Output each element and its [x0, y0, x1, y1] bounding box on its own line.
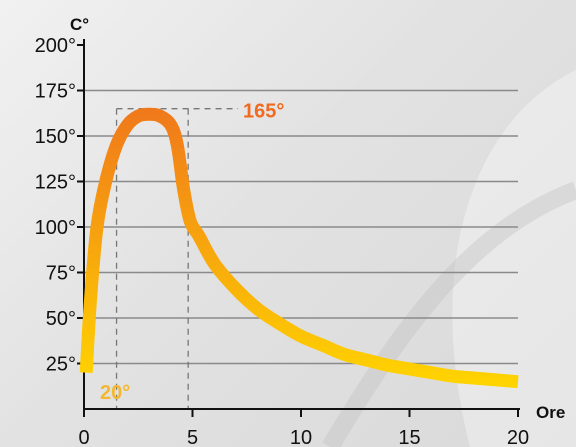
x-tick-label: 0 [78, 427, 89, 447]
y-tick-label: 150° [35, 126, 76, 148]
peak-value-label: 165° [243, 101, 284, 123]
tick-labels: 25° 50° 75° 100° 125° 150° 175° 200° 0 5 10 15 20 [35, 35, 530, 447]
y-tick-label: 100° [35, 217, 76, 239]
x-tick-label: 20 [507, 427, 529, 447]
x-tick-label: 10 [290, 427, 312, 447]
y-tick-label: 200° [35, 35, 76, 57]
series-group [79, 107, 519, 389]
temperature-series-line [79, 107, 519, 389]
gridlines [84, 89, 518, 365]
annotations: 165° 20° [100, 101, 284, 404]
reference-lines [115, 108, 239, 409]
y-tick-label: 175° [35, 81, 76, 103]
x-axis-title: Ore [536, 403, 565, 422]
y-tick-label: 125° [35, 172, 76, 194]
y-tick-label: 50° [46, 308, 76, 330]
y-tick-label: 25° [46, 354, 76, 376]
start-value-label: 20° [100, 382, 130, 404]
background-swoosh [322, 181, 576, 447]
x-tick-label: 15 [398, 427, 420, 447]
y-tick-label: 75° [46, 263, 76, 285]
y-axis-title: C° [70, 15, 89, 34]
x-tick-label: 5 [187, 427, 198, 447]
background-swoosh [452, 70, 576, 447]
